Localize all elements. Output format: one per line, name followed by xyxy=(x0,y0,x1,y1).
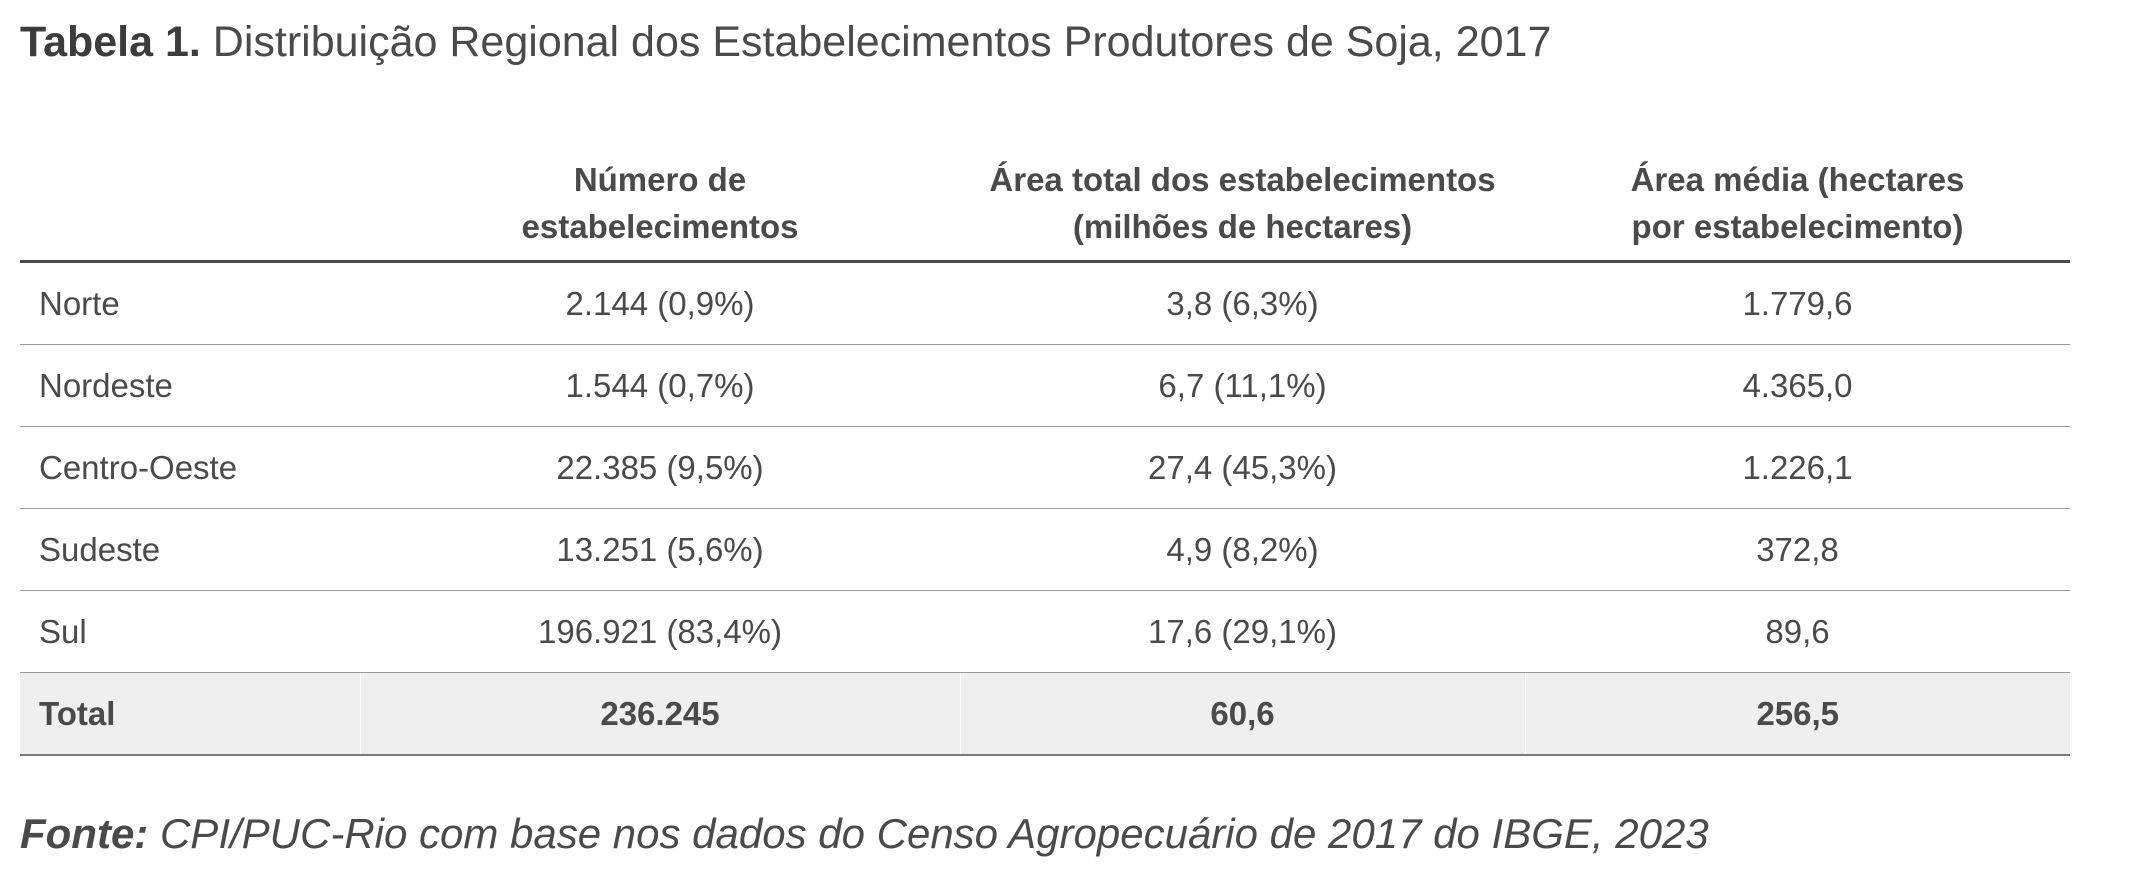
table-title: Tabela 1. Distribuição Regional dos Esta… xyxy=(20,14,1551,70)
table-row: Sudeste 13.251 (5,6%) 4,9 (8,2%) 372,8 xyxy=(20,508,2070,591)
region-name: Nordeste xyxy=(20,344,360,427)
establishments-cell: 13.251 (5,6%) xyxy=(360,508,960,591)
total-establishments: 236.245 xyxy=(359,672,960,756)
header-total-area: Área total dos estabelecimentos (milhões… xyxy=(960,150,1525,263)
total-area-cell: 6,7 (11,1%) xyxy=(960,344,1525,427)
source-text: CPI/PUC-Rio com base nos dados do Censo … xyxy=(159,810,1709,857)
header-line: Área total dos estabelecimentos xyxy=(989,161,1496,198)
total-area-cell: 27,4 (45,3%) xyxy=(960,426,1525,509)
total-average-area: 256,5 xyxy=(1524,672,2070,756)
average-area-cell: 89,6 xyxy=(1525,590,2070,673)
establishments-cell: 2.144 (0,9%) xyxy=(360,261,960,345)
average-area-cell: 372,8 xyxy=(1525,508,2070,591)
soy-establishments-table: Número de estabelecimentos Área total do… xyxy=(20,150,2070,756)
region-name: Sul xyxy=(20,590,360,673)
header-line: (milhões de hectares) xyxy=(1072,208,1413,245)
table-row: Centro-Oeste 22.385 (9,5%) 27,4 (45,3%) … xyxy=(20,426,2070,509)
total-area: 60,6 xyxy=(959,672,1525,756)
region-name: Centro-Oeste xyxy=(20,426,360,509)
table-row: Nordeste 1.544 (0,7%) 6,7 (11,1%) 4.365,… xyxy=(20,344,2070,427)
establishments-cell: 22.385 (9,5%) xyxy=(360,426,960,509)
header-number-of-establishments: Número de estabelecimentos xyxy=(360,150,960,263)
total-label: Total xyxy=(20,672,360,756)
header-line: estabelecimentos xyxy=(521,208,799,245)
average-area-cell: 1.226,1 xyxy=(1525,426,2070,509)
table-title-text: Distribuição Regional dos Estabeleciment… xyxy=(212,18,1552,66)
average-area-cell: 4.365,0 xyxy=(1525,344,2070,427)
table-row: Norte 2.144 (0,9%) 3,8 (6,3%) 1.779,6 xyxy=(20,261,2070,345)
region-name: Sudeste xyxy=(20,508,360,591)
total-area-cell: 17,6 (29,1%) xyxy=(960,590,1525,673)
source-label: Fonte: xyxy=(20,810,149,857)
average-area-cell: 1.779,6 xyxy=(1525,261,2070,345)
source-note: Fonte: CPI/PUC-Rio com base nos dados do… xyxy=(20,806,1709,862)
total-area-cell: 3,8 (6,3%) xyxy=(960,261,1525,345)
header-line: por estabelecimento) xyxy=(1631,208,1964,245)
total-area-cell: 4,9 (8,2%) xyxy=(960,508,1525,591)
table-title-label: Tabela 1. xyxy=(20,18,201,66)
header-line: Número de xyxy=(573,161,747,198)
header-average-area: Área média (hectares por estabelecimento… xyxy=(1525,150,2070,263)
region-name: Norte xyxy=(20,261,360,345)
header-region xyxy=(20,150,360,263)
establishments-cell: 196.921 (83,4%) xyxy=(360,590,960,673)
header-row: Número de estabelecimentos Área total do… xyxy=(20,150,2070,263)
total-row: Total 236.245 60,6 256,5 xyxy=(20,672,2070,756)
table-row: Sul 196.921 (83,4%) 17,6 (29,1%) 89,6 xyxy=(20,590,2070,673)
establishments-cell: 1.544 (0,7%) xyxy=(360,344,960,427)
header-line: Área média (hectares xyxy=(1630,161,1965,198)
